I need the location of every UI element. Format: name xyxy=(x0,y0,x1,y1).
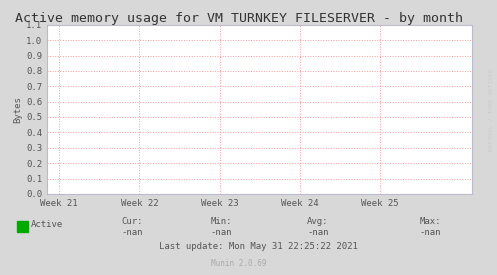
Text: -nan: -nan xyxy=(419,228,441,237)
Text: Min:: Min: xyxy=(210,217,232,226)
Text: Last update: Mon May 31 22:25:22 2021: Last update: Mon May 31 22:25:22 2021 xyxy=(159,242,358,251)
Text: -nan: -nan xyxy=(121,228,143,237)
Text: Avg:: Avg: xyxy=(307,217,329,226)
Text: Cur:: Cur: xyxy=(121,217,143,226)
Text: -nan: -nan xyxy=(307,228,329,237)
Text: RRDTOOL / TOBI OETIKER: RRDTOOL / TOBI OETIKER xyxy=(489,69,494,151)
Text: Active: Active xyxy=(31,220,64,229)
Y-axis label: Bytes: Bytes xyxy=(13,96,22,123)
Text: -nan: -nan xyxy=(210,228,232,237)
Text: Active memory usage for VM TURNKEY FILESERVER - by month: Active memory usage for VM TURNKEY FILES… xyxy=(14,12,463,25)
Text: Munin 2.0.69: Munin 2.0.69 xyxy=(211,259,266,268)
Text: Max:: Max: xyxy=(419,217,441,226)
